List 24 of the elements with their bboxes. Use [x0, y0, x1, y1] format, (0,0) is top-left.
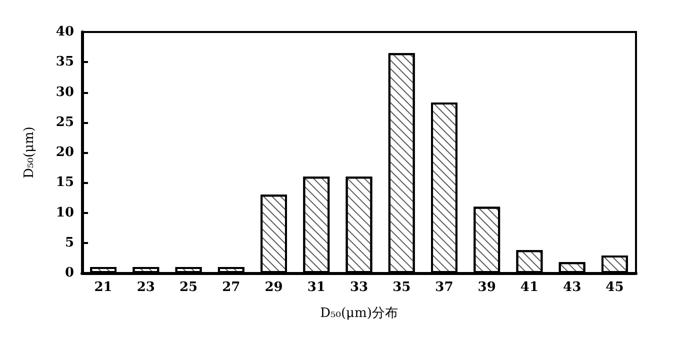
y-tick-label: 30 [56, 84, 74, 100]
x-tick-label: 33 [350, 280, 368, 295]
x-tick-label: 45 [606, 280, 624, 295]
x-tick-label: 23 [136, 280, 155, 295]
x-tick-label: 41 [520, 280, 539, 295]
y-tick-label: 10 [56, 205, 74, 220]
x-tick-label: 37 [435, 280, 454, 295]
y-tick-label: 0 [64, 266, 74, 280]
y-tick-label: 35 [56, 54, 74, 70]
x-axis-title: D₅₀(μm)分布 [320, 306, 398, 321]
x-tick-label: 35 [392, 280, 411, 295]
y-tick-label: 40 [56, 24, 74, 40]
x-tick-label: 21 [94, 280, 112, 295]
x-tick-label: 31 [307, 280, 326, 295]
x-tick-label: 27 [222, 280, 240, 295]
x-tick-label: 39 [478, 280, 496, 295]
y-tick-label: 15 [56, 175, 74, 190]
y-tick-label: 20 [56, 145, 74, 160]
x-tick-label: 25 [179, 280, 198, 295]
x-tick-label: 29 [264, 280, 283, 295]
y-tick-label: 25 [56, 114, 74, 130]
y-tick-label: 5 [64, 235, 74, 250]
x-tick-label: 43 [563, 280, 582, 295]
y-axis-title: D₅₀(μm) [22, 126, 37, 178]
